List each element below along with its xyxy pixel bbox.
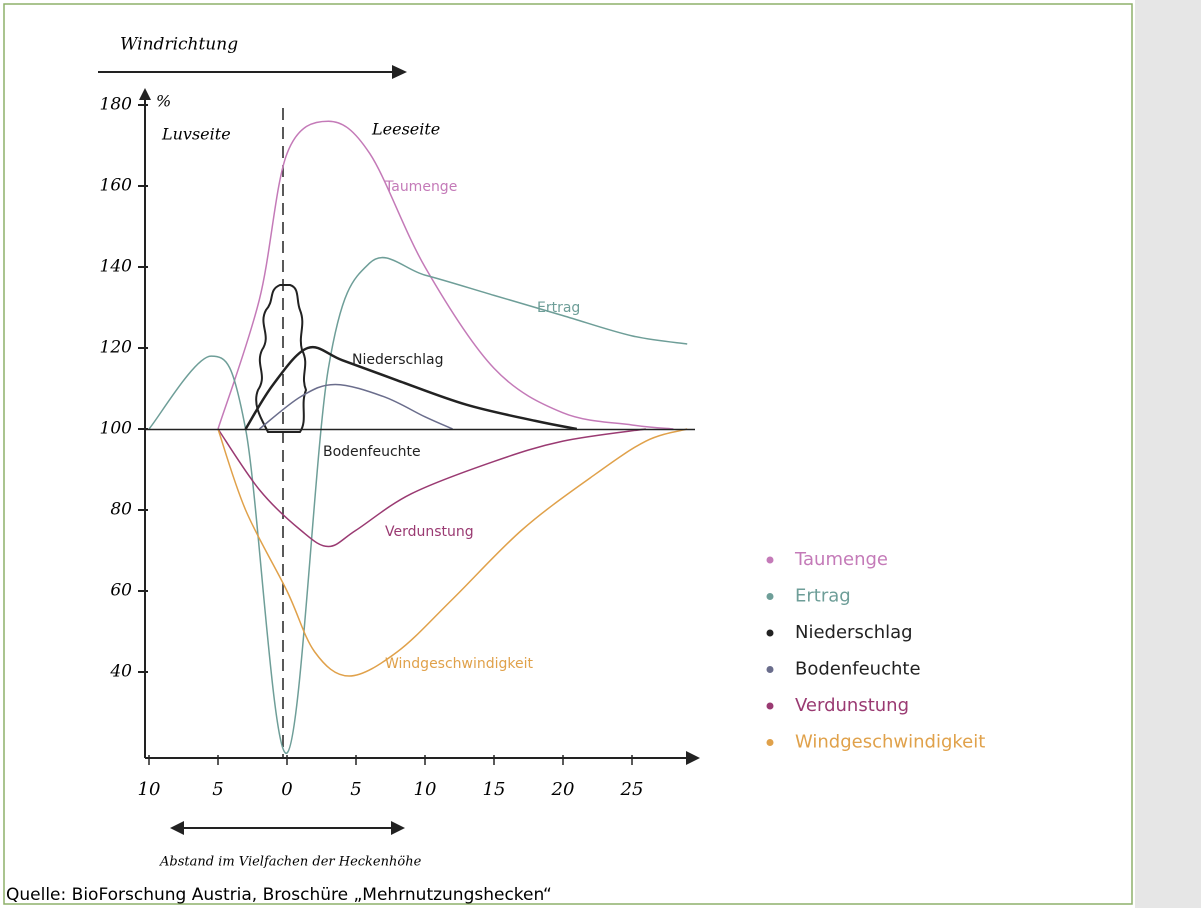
series-label: Verdunstung [385, 524, 474, 540]
x-tick-label: 5 [212, 779, 223, 800]
series-line [218, 429, 687, 676]
direction-label: Windrichtung [120, 35, 238, 55]
legend-label: Windgeschwindigkeit [795, 732, 985, 753]
legend-label: Niederschlag [795, 622, 913, 643]
x-tick-label: 10 [414, 779, 437, 800]
arrow-head [392, 65, 407, 79]
legend-marker [767, 703, 774, 710]
series-label: Windgeschwindigkeit [385, 656, 534, 672]
y-tick-label: 120 [100, 338, 133, 358]
legend-label: Verdunstung [795, 695, 909, 716]
legend-marker [767, 666, 774, 673]
series-label: Taumenge [384, 179, 457, 195]
y-tick-label: 60 [110, 581, 132, 601]
x-tick-label: 15 [483, 779, 506, 800]
series-line [149, 258, 687, 754]
y-tick-label: 180 [100, 95, 133, 115]
y-tick-label: 140 [100, 257, 133, 277]
legend-marker [767, 739, 774, 746]
legend-marker [767, 630, 774, 637]
leeward-label: Leeseite [371, 120, 440, 139]
unit-label: % [156, 92, 171, 111]
series-label: Ertrag [537, 300, 580, 316]
x-tick-label: 5 [350, 779, 361, 800]
y-tick-label: 100 [100, 419, 133, 439]
source: Quelle: BioForschung Austria, Broschüre … [6, 885, 552, 905]
x-tick-label: 20 [551, 779, 575, 800]
x-tick-label: 10 [138, 779, 161, 800]
y-tick-label: 80 [110, 500, 132, 520]
series-label: Bodenfeuchte [323, 444, 421, 460]
series-line [218, 121, 673, 429]
y-tick-label: 40 [109, 662, 132, 682]
legend-label: Bodenfeuchte [795, 659, 921, 680]
arrow-head [686, 751, 700, 765]
x-tick-label: 25 [620, 779, 644, 800]
legend-label: Ertrag [795, 586, 851, 607]
x-tick-label: 0 [281, 779, 292, 800]
legend-marker [767, 557, 774, 564]
y-tick-label: 160 [100, 176, 133, 196]
series-label: Niederschlag [352, 352, 443, 368]
x-axis-title: Abstand im Vielfachen der Heckenhöhe [159, 855, 422, 870]
arrow-head [139, 88, 151, 100]
legend-marker [767, 593, 774, 600]
scan-edge [1135, 0, 1201, 908]
page: Windrichtung % Luvseite Leeseite Abstand… [0, 0, 1201, 908]
hedge [256, 285, 306, 432]
windward-label: Luvseite [161, 125, 231, 144]
legend-label: Taumenge [794, 549, 888, 570]
